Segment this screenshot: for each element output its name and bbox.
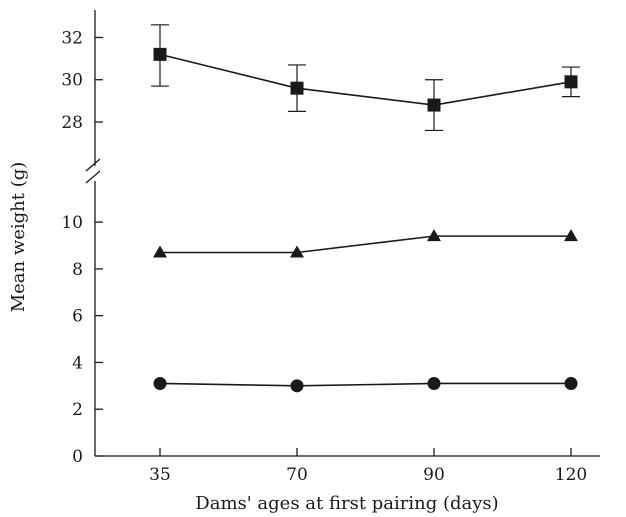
x-axis-label: Dams' ages at first pairing (days) bbox=[195, 493, 498, 514]
series-markers bbox=[153, 47, 578, 393]
circle-marker bbox=[290, 379, 304, 393]
x-tick-label: 35 bbox=[149, 465, 171, 485]
circle-marker bbox=[427, 376, 441, 390]
triangle-marker bbox=[290, 245, 304, 258]
series-line-circle bbox=[159, 382, 571, 387]
x-tick-label: 120 bbox=[555, 465, 587, 485]
axis-break-stroke bbox=[85, 170, 101, 184]
y-tick-label: 6 bbox=[72, 307, 83, 327]
circle-marker bbox=[153, 376, 167, 390]
series-lines bbox=[159, 53, 572, 387]
x-tick-label: 70 bbox=[286, 465, 308, 485]
axis-break-stroke bbox=[85, 158, 101, 172]
triangle-marker bbox=[153, 245, 167, 258]
triangle-marker bbox=[427, 229, 441, 242]
x-tick-label: 90 bbox=[423, 465, 445, 485]
y-tick-label: 8 bbox=[72, 260, 83, 280]
circle-marker bbox=[564, 376, 578, 390]
square-marker bbox=[290, 81, 304, 95]
square-marker bbox=[153, 47, 167, 61]
y-tick-label: 30 bbox=[61, 71, 83, 91]
axes bbox=[85, 10, 600, 457]
square-marker bbox=[564, 75, 578, 89]
square-marker bbox=[427, 98, 441, 112]
ticks: 0 2 4 6 8 10 28 30 32 35 70 90 120 bbox=[61, 28, 587, 485]
y-axis-break-mark bbox=[85, 158, 101, 184]
series-line-square bbox=[159, 53, 572, 106]
series-line-triangle bbox=[160, 235, 571, 254]
y-tick-label: 4 bbox=[72, 353, 83, 373]
error-bars bbox=[151, 24, 580, 132]
y-axis-label: Mean weight (g) bbox=[8, 162, 29, 313]
y-tick-label: 32 bbox=[61, 28, 83, 48]
y-tick-label: 28 bbox=[61, 113, 83, 133]
y-tick-label: 10 bbox=[61, 213, 83, 233]
triangle-marker bbox=[564, 229, 578, 242]
y-tick-label: 2 bbox=[72, 400, 83, 420]
y-tick-label: 0 bbox=[72, 447, 83, 467]
